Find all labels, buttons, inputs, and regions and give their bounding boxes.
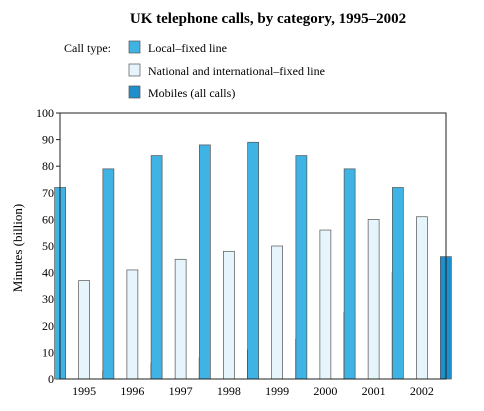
x-tick-label: 1998: [217, 384, 241, 398]
x-axis: 1995 1996 1997 1998 1999 2000 2001 2002: [72, 384, 434, 398]
bar-1995-series-2: [78, 280, 90, 380]
bar-1998-series-2: [223, 250, 235, 380]
legend-swatch-1: [128, 40, 141, 54]
y-tick-label: 70: [42, 186, 54, 200]
bar-1997-series-1: [150, 155, 163, 380]
bars: [54, 141, 452, 380]
y-tick-label: 80: [42, 159, 54, 173]
bar-2002-series-2: [416, 216, 428, 380]
legend-swatch-3: [128, 85, 141, 99]
x-tick-label: 1996: [120, 384, 144, 398]
legend-label-3: Mobiles (all calls): [148, 86, 235, 100]
x-tick-label: 2000: [313, 384, 337, 398]
y-axis-title: Minutes (billion): [10, 204, 25, 292]
y-tick-label: 90: [42, 133, 54, 147]
y-tick-label: 20: [42, 319, 54, 333]
plot-frame: [59, 112, 447, 380]
y-tick-label: 10: [42, 345, 54, 359]
bar-2001-series-1: [343, 168, 356, 380]
bar-2001-series-2: [367, 219, 380, 380]
bar-2000-series-1: [295, 155, 308, 380]
legend-label-1: Local–fixed line: [148, 41, 227, 55]
y-tick-label: 100: [36, 106, 54, 120]
legend-title: Call type:: [64, 41, 111, 55]
chart-title: UK telephone calls, by category, 1995–20…: [130, 11, 406, 27]
legend: Local–fixed line National and internation…: [128, 40, 325, 100]
y-tick-label: 50: [42, 239, 54, 253]
x-tick-label: 1997: [169, 384, 193, 398]
bar-1997-series-2: [174, 258, 187, 380]
bar-2002-series-1: [392, 187, 404, 380]
bar-1999-series-1: [247, 141, 259, 380]
legend-swatch-2: [128, 63, 141, 77]
bar-1999-series-2: [271, 245, 283, 380]
x-tick-label: 1995: [72, 384, 96, 398]
y-tick-label: 40: [42, 266, 54, 280]
x-tick-label: 1999: [265, 384, 289, 398]
x-tick-label: 2002: [410, 384, 434, 398]
x-tick-label: 2001: [362, 384, 386, 398]
legend-label-2: National and international–fixed line: [148, 64, 325, 78]
y-tick-label: 30: [42, 292, 54, 306]
bar-1998-series-1: [199, 144, 211, 380]
bar-1996-series-2: [126, 269, 139, 380]
bar-2000-series-2: [319, 229, 332, 380]
bar-1996-series-1: [102, 168, 115, 380]
y-tick-label: 60: [42, 212, 54, 226]
y-tick-label: 0: [48, 372, 54, 386]
